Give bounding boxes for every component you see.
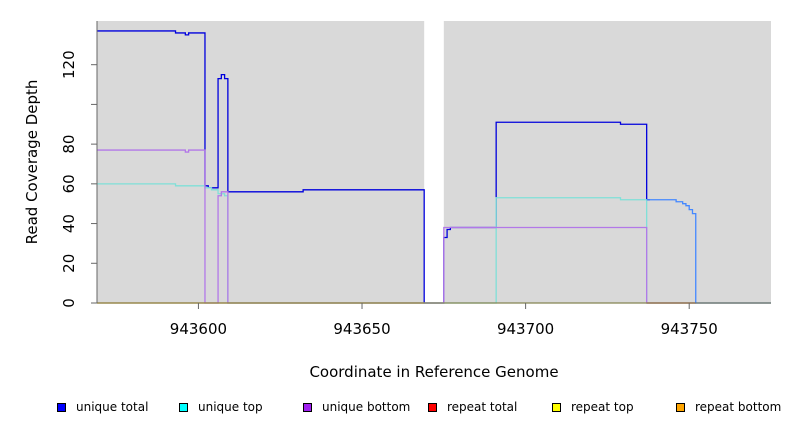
series-line-unique-bottom — [97, 149, 771, 304]
x-axis-title: Coordinate in Reference Genome — [309, 363, 558, 381]
y-tick-label: 0 — [60, 298, 78, 308]
y-tick-label: 80 — [60, 135, 78, 154]
y-tick-label: 20 — [60, 254, 78, 273]
legend-item-repeat-top: repeat top — [552, 400, 634, 414]
legend-label: repeat bottom — [695, 400, 782, 414]
legend-swatch — [57, 402, 66, 412]
legend-label: unique top — [198, 400, 263, 414]
legend-item-repeat-bottom: repeat bottom — [676, 400, 781, 414]
legend-item-repeat-total: repeat total — [428, 400, 517, 414]
legend-item-unique-top: unique top — [179, 400, 263, 414]
y-axis-ticks: 0 20 40 60 80 120 — [60, 50, 97, 308]
y-tick-label: 60 — [60, 174, 78, 193]
legend-label: repeat top — [571, 400, 634, 414]
x-tick-label: 943600 — [170, 320, 227, 338]
x-axis-ticks: 943600 943650 943700 943750 — [170, 303, 718, 338]
legend-item-unique-total: unique total — [57, 400, 148, 414]
gap-band — [424, 21, 444, 303]
legend-swatch — [303, 402, 312, 412]
legend-swatch — [552, 402, 561, 412]
legend: unique total unique top unique bottom repea… — [0, 400, 792, 420]
legend-item-unique-bottom: unique bottom — [303, 400, 410, 414]
y-axis-title: Read Coverage Depth — [23, 80, 41, 245]
legend-label: unique bottom — [322, 400, 411, 414]
legend-label: unique total — [76, 400, 149, 414]
x-tick-label: 943650 — [333, 320, 390, 338]
legend-swatch — [179, 402, 188, 412]
x-tick-label: 943700 — [497, 320, 554, 338]
legend-swatch — [428, 402, 437, 412]
legend-label: repeat total — [447, 400, 518, 414]
y-tick-label: 40 — [60, 214, 78, 233]
y-tick-label: 120 — [60, 50, 78, 79]
x-tick-label: 943750 — [661, 320, 718, 338]
legend-swatch — [676, 402, 685, 412]
series-line-extra-6 — [646, 199, 771, 304]
